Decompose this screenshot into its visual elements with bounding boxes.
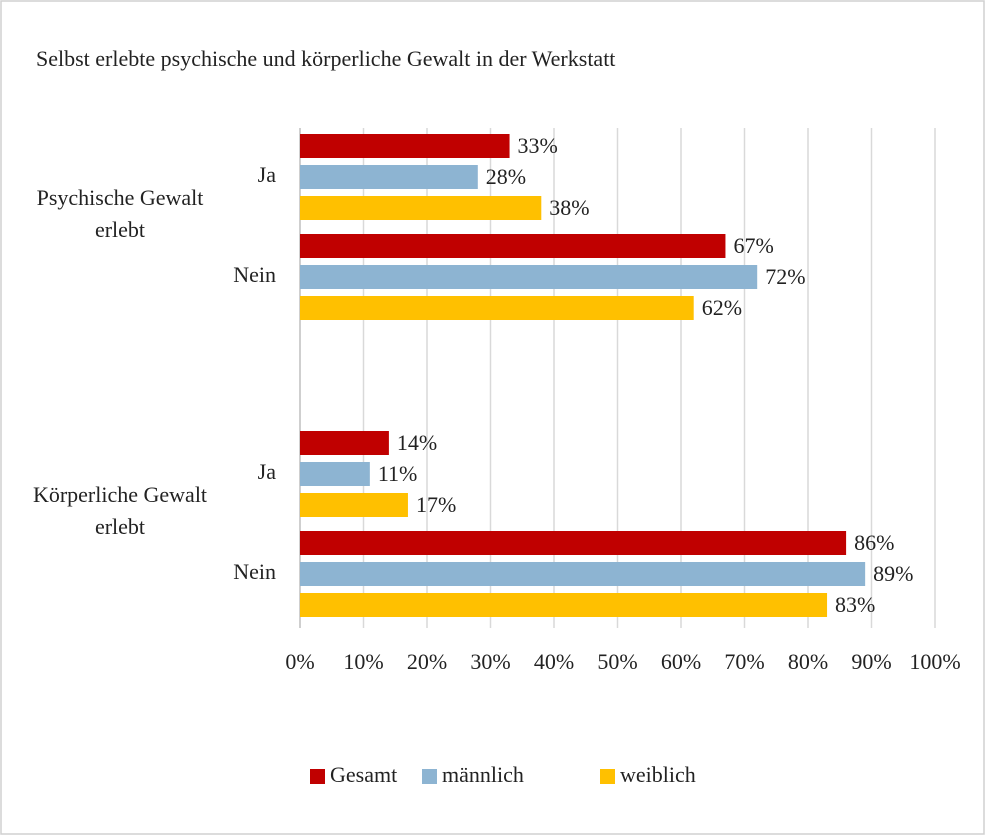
x-tick-label: 70%: [724, 649, 764, 674]
bar: [300, 265, 758, 289]
legend-label: Gesamt: [330, 762, 397, 787]
data-label: 86%: [854, 530, 894, 555]
legend-swatch: [422, 769, 437, 784]
group-label: Psychische Gewalt erlebt: [36, 185, 204, 242]
data-label: 72%: [765, 264, 805, 289]
bar: [300, 165, 478, 189]
x-tick-label: 40%: [534, 649, 574, 674]
data-label: 67%: [733, 233, 773, 258]
data-label: 17%: [416, 492, 456, 517]
bar: [300, 593, 828, 617]
y-tick-label: Nein: [233, 559, 276, 584]
x-tick-label: 0%: [285, 649, 314, 674]
bar: [300, 296, 694, 320]
x-tick-label: 30%: [470, 649, 510, 674]
x-tick-label: 20%: [407, 649, 447, 674]
x-tick-label: 10%: [343, 649, 383, 674]
x-tick-label: 50%: [597, 649, 637, 674]
x-tick-label: 100%: [909, 649, 960, 674]
y-tick-label: Ja: [258, 162, 277, 187]
x-tick-label: 80%: [788, 649, 828, 674]
data-label: 89%: [873, 561, 913, 586]
bar: [300, 431, 389, 455]
data-label: 62%: [702, 295, 742, 320]
data-label: 83%: [835, 592, 875, 617]
data-label: 33%: [518, 133, 558, 158]
bar: [300, 562, 866, 586]
data-label: 38%: [549, 195, 589, 220]
data-label: 11%: [378, 461, 418, 486]
chart-title: Selbst erlebte psychische und körperlich…: [36, 46, 616, 71]
legend-label: weiblich: [620, 762, 696, 787]
data-label: 14%: [397, 430, 437, 455]
x-tick-label: 90%: [851, 649, 891, 674]
group-label: Körperliche Gewalt erlebt: [32, 482, 208, 539]
legend-swatch: [600, 769, 615, 784]
legend-label: männlich: [442, 762, 524, 787]
bar: [300, 134, 510, 158]
bar: [300, 234, 726, 258]
legend-swatch: [310, 769, 325, 784]
bar: [300, 462, 370, 486]
y-tick-label: Nein: [233, 262, 276, 287]
bar: [300, 531, 847, 555]
x-tick-label: 60%: [661, 649, 701, 674]
bar: [300, 493, 408, 517]
data-label: 28%: [486, 164, 526, 189]
bar: [300, 196, 542, 220]
y-tick-label: Ja: [258, 459, 277, 484]
